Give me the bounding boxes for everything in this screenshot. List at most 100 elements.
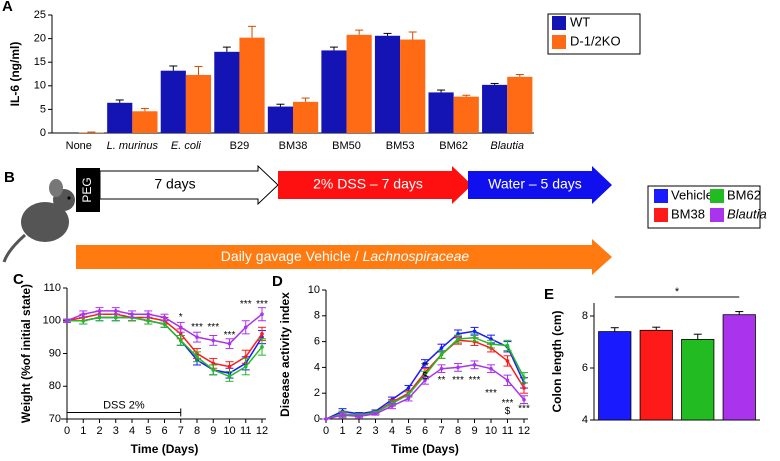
x-tick-label: 0	[323, 425, 329, 437]
x-tick-label: BM38	[279, 140, 308, 152]
bar	[507, 76, 533, 133]
bar	[321, 50, 347, 133]
point	[423, 378, 427, 383]
bar	[374, 35, 401, 133]
legend-swatch	[710, 208, 724, 222]
x-tick-label: 4	[129, 425, 135, 437]
legend-swatch	[654, 208, 668, 222]
point	[340, 413, 345, 417]
bar	[267, 106, 293, 133]
x-tick-label: 5	[405, 425, 411, 437]
y-tick-label: 20	[34, 33, 46, 45]
peg-label: PEG	[80, 177, 94, 202]
panel-label: D	[272, 273, 283, 290]
x-tick-label: None	[66, 140, 92, 152]
x-tick-label: L. murinus	[107, 140, 159, 152]
phase1-label: 7 days	[154, 176, 195, 192]
point	[357, 414, 361, 419]
point	[65, 318, 69, 323]
y-tick-label: 6	[314, 336, 320, 348]
legend-swatch	[552, 35, 566, 49]
point	[489, 366, 493, 371]
x-tick-label: Blautia	[490, 140, 524, 152]
point	[439, 346, 444, 350]
arrow-gavage	[76, 239, 612, 275]
legend-label: BM38	[671, 206, 705, 221]
annotation: *	[179, 312, 183, 323]
bar	[453, 96, 479, 133]
bar	[132, 111, 158, 133]
point	[260, 312, 264, 317]
phase3-label: Water – 5 days	[488, 176, 582, 192]
x-tick-label: 10	[485, 425, 497, 437]
bar	[681, 338, 715, 421]
point	[505, 378, 510, 383]
point	[260, 332, 264, 336]
point	[406, 396, 411, 401]
point	[522, 386, 526, 390]
x-tick-label: 6	[161, 425, 167, 437]
annotation: ***	[502, 398, 514, 409]
x-tick-label: 0	[64, 425, 70, 437]
legend-label: WT	[570, 14, 590, 29]
x-tick-label: 7	[438, 425, 444, 437]
y-tick-label: 0	[314, 413, 320, 425]
annotation: ***	[191, 322, 203, 333]
point	[439, 366, 444, 371]
x-tick-label: BM50	[332, 140, 361, 152]
x-tick-label: 11	[502, 425, 513, 437]
bar	[639, 329, 673, 421]
y-tick-label: 8	[582, 310, 588, 322]
x-tick-label: 5	[145, 425, 151, 437]
point	[260, 345, 264, 349]
bar	[722, 314, 756, 421]
point	[406, 386, 411, 390]
annotation: **	[421, 361, 429, 372]
gavage-label: Daily gavage Vehicle / Lachnospiraceae	[221, 248, 470, 264]
x-axis-label: Time (Days)	[391, 442, 459, 456]
point	[390, 404, 394, 408]
annotation: $	[505, 406, 511, 417]
point	[456, 337, 460, 341]
annotation: ***	[518, 403, 530, 414]
x-tick-label: 8	[455, 425, 461, 437]
arrow-phase3	[468, 166, 612, 204]
legend-label: D-1/2KO	[570, 33, 621, 48]
x-tick-label: 10	[223, 425, 235, 437]
point	[178, 332, 183, 336]
panel-label: C	[13, 271, 24, 288]
x-tick-label: 6	[422, 425, 428, 437]
x-tick-label: 7	[178, 425, 184, 437]
point	[472, 329, 477, 334]
point	[439, 352, 444, 357]
x-tick-label: BM53	[386, 140, 415, 152]
significance-label: *	[675, 286, 680, 298]
annotation: ***	[469, 375, 481, 386]
y-axis-label: Colon length (cm)	[550, 311, 564, 413]
x-tick-label: 12	[256, 425, 268, 437]
point	[505, 359, 510, 363]
point	[522, 375, 526, 380]
annotation: **	[438, 375, 446, 386]
y-tick-label: 25	[34, 9, 46, 21]
bracket-label: DSS 2%	[103, 399, 145, 411]
x-tick-label: 3	[113, 425, 119, 437]
point	[81, 312, 86, 317]
annotation: $	[422, 371, 428, 382]
y-tick-label: 15	[34, 56, 46, 68]
x-tick-label: BM62	[439, 140, 468, 152]
annotation: ***	[224, 330, 236, 341]
legend: Vehicle BM38 BM62 Blautia	[654, 187, 767, 222]
point	[227, 364, 232, 369]
bar	[214, 51, 240, 133]
x-tick-label: 9	[471, 425, 477, 437]
point	[522, 397, 526, 402]
bar	[598, 331, 632, 421]
point	[211, 361, 216, 366]
point	[97, 309, 102, 313]
point	[472, 363, 477, 367]
y-tick-label: 4	[314, 361, 320, 373]
x-tick-label: 11	[240, 425, 251, 437]
point	[423, 361, 427, 366]
x-tick-label: E. coli	[171, 140, 202, 152]
